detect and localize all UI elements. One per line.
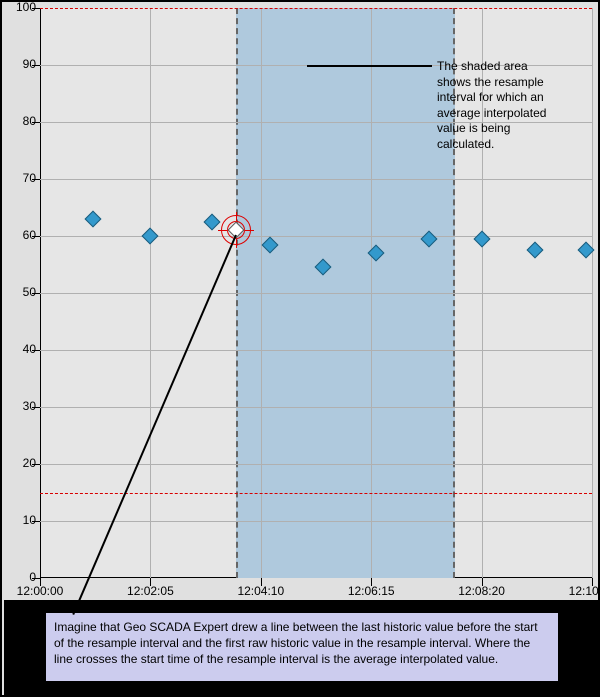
y-axis-label: 50 (6, 285, 36, 299)
caption-box: Imagine that Geo SCADA Expert drew a lin… (45, 612, 559, 682)
y-axis-label: 60 (6, 228, 36, 242)
chart-container: Imagine that Geo SCADA Expert drew a lin… (0, 0, 600, 697)
y-axis-label: 20 (6, 456, 36, 470)
y-axis-label: 10 (6, 513, 36, 527)
y-axis-label: 90 (6, 57, 36, 71)
callout-1-text: The shaded areashows the resampleinterva… (437, 59, 592, 153)
gridline-vertical (592, 8, 593, 578)
x-axis-label: 12:04:10 (237, 584, 284, 598)
x-axis-label: 12:06:15 (348, 584, 395, 598)
gridline-horizontal (40, 350, 592, 351)
gridline-horizontal (40, 179, 592, 180)
y-axis-label: 40 (6, 342, 36, 356)
x-axis-label: 12:02:05 (127, 584, 174, 598)
y-axis-label: 0 (6, 570, 36, 584)
gridline-horizontal (40, 236, 592, 237)
x-axis-label: 12:00:00 (17, 584, 64, 598)
gridline-horizontal (40, 407, 592, 408)
y-axis-label: 70 (6, 171, 36, 185)
reference-line (40, 8, 592, 9)
y-axis-label: 80 (6, 114, 36, 128)
gridline-horizontal (40, 464, 592, 465)
caption-text: Imagine that Geo SCADA Expert drew a lin… (54, 620, 538, 666)
x-axis-label: 12:10:25 (569, 584, 600, 598)
y-axis-label: 100 (6, 0, 36, 14)
gridline-horizontal (40, 293, 592, 294)
x-axis-label: 12:08:20 (458, 584, 505, 598)
callout-1-line (307, 65, 432, 67)
gridline-horizontal (40, 521, 592, 522)
y-axis-label: 30 (6, 399, 36, 413)
